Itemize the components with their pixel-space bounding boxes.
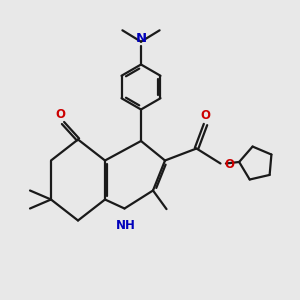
Text: O: O	[224, 158, 234, 171]
Text: O: O	[56, 108, 66, 121]
Text: O: O	[200, 109, 211, 122]
Text: NH: NH	[116, 219, 136, 232]
Text: N: N	[135, 32, 147, 45]
